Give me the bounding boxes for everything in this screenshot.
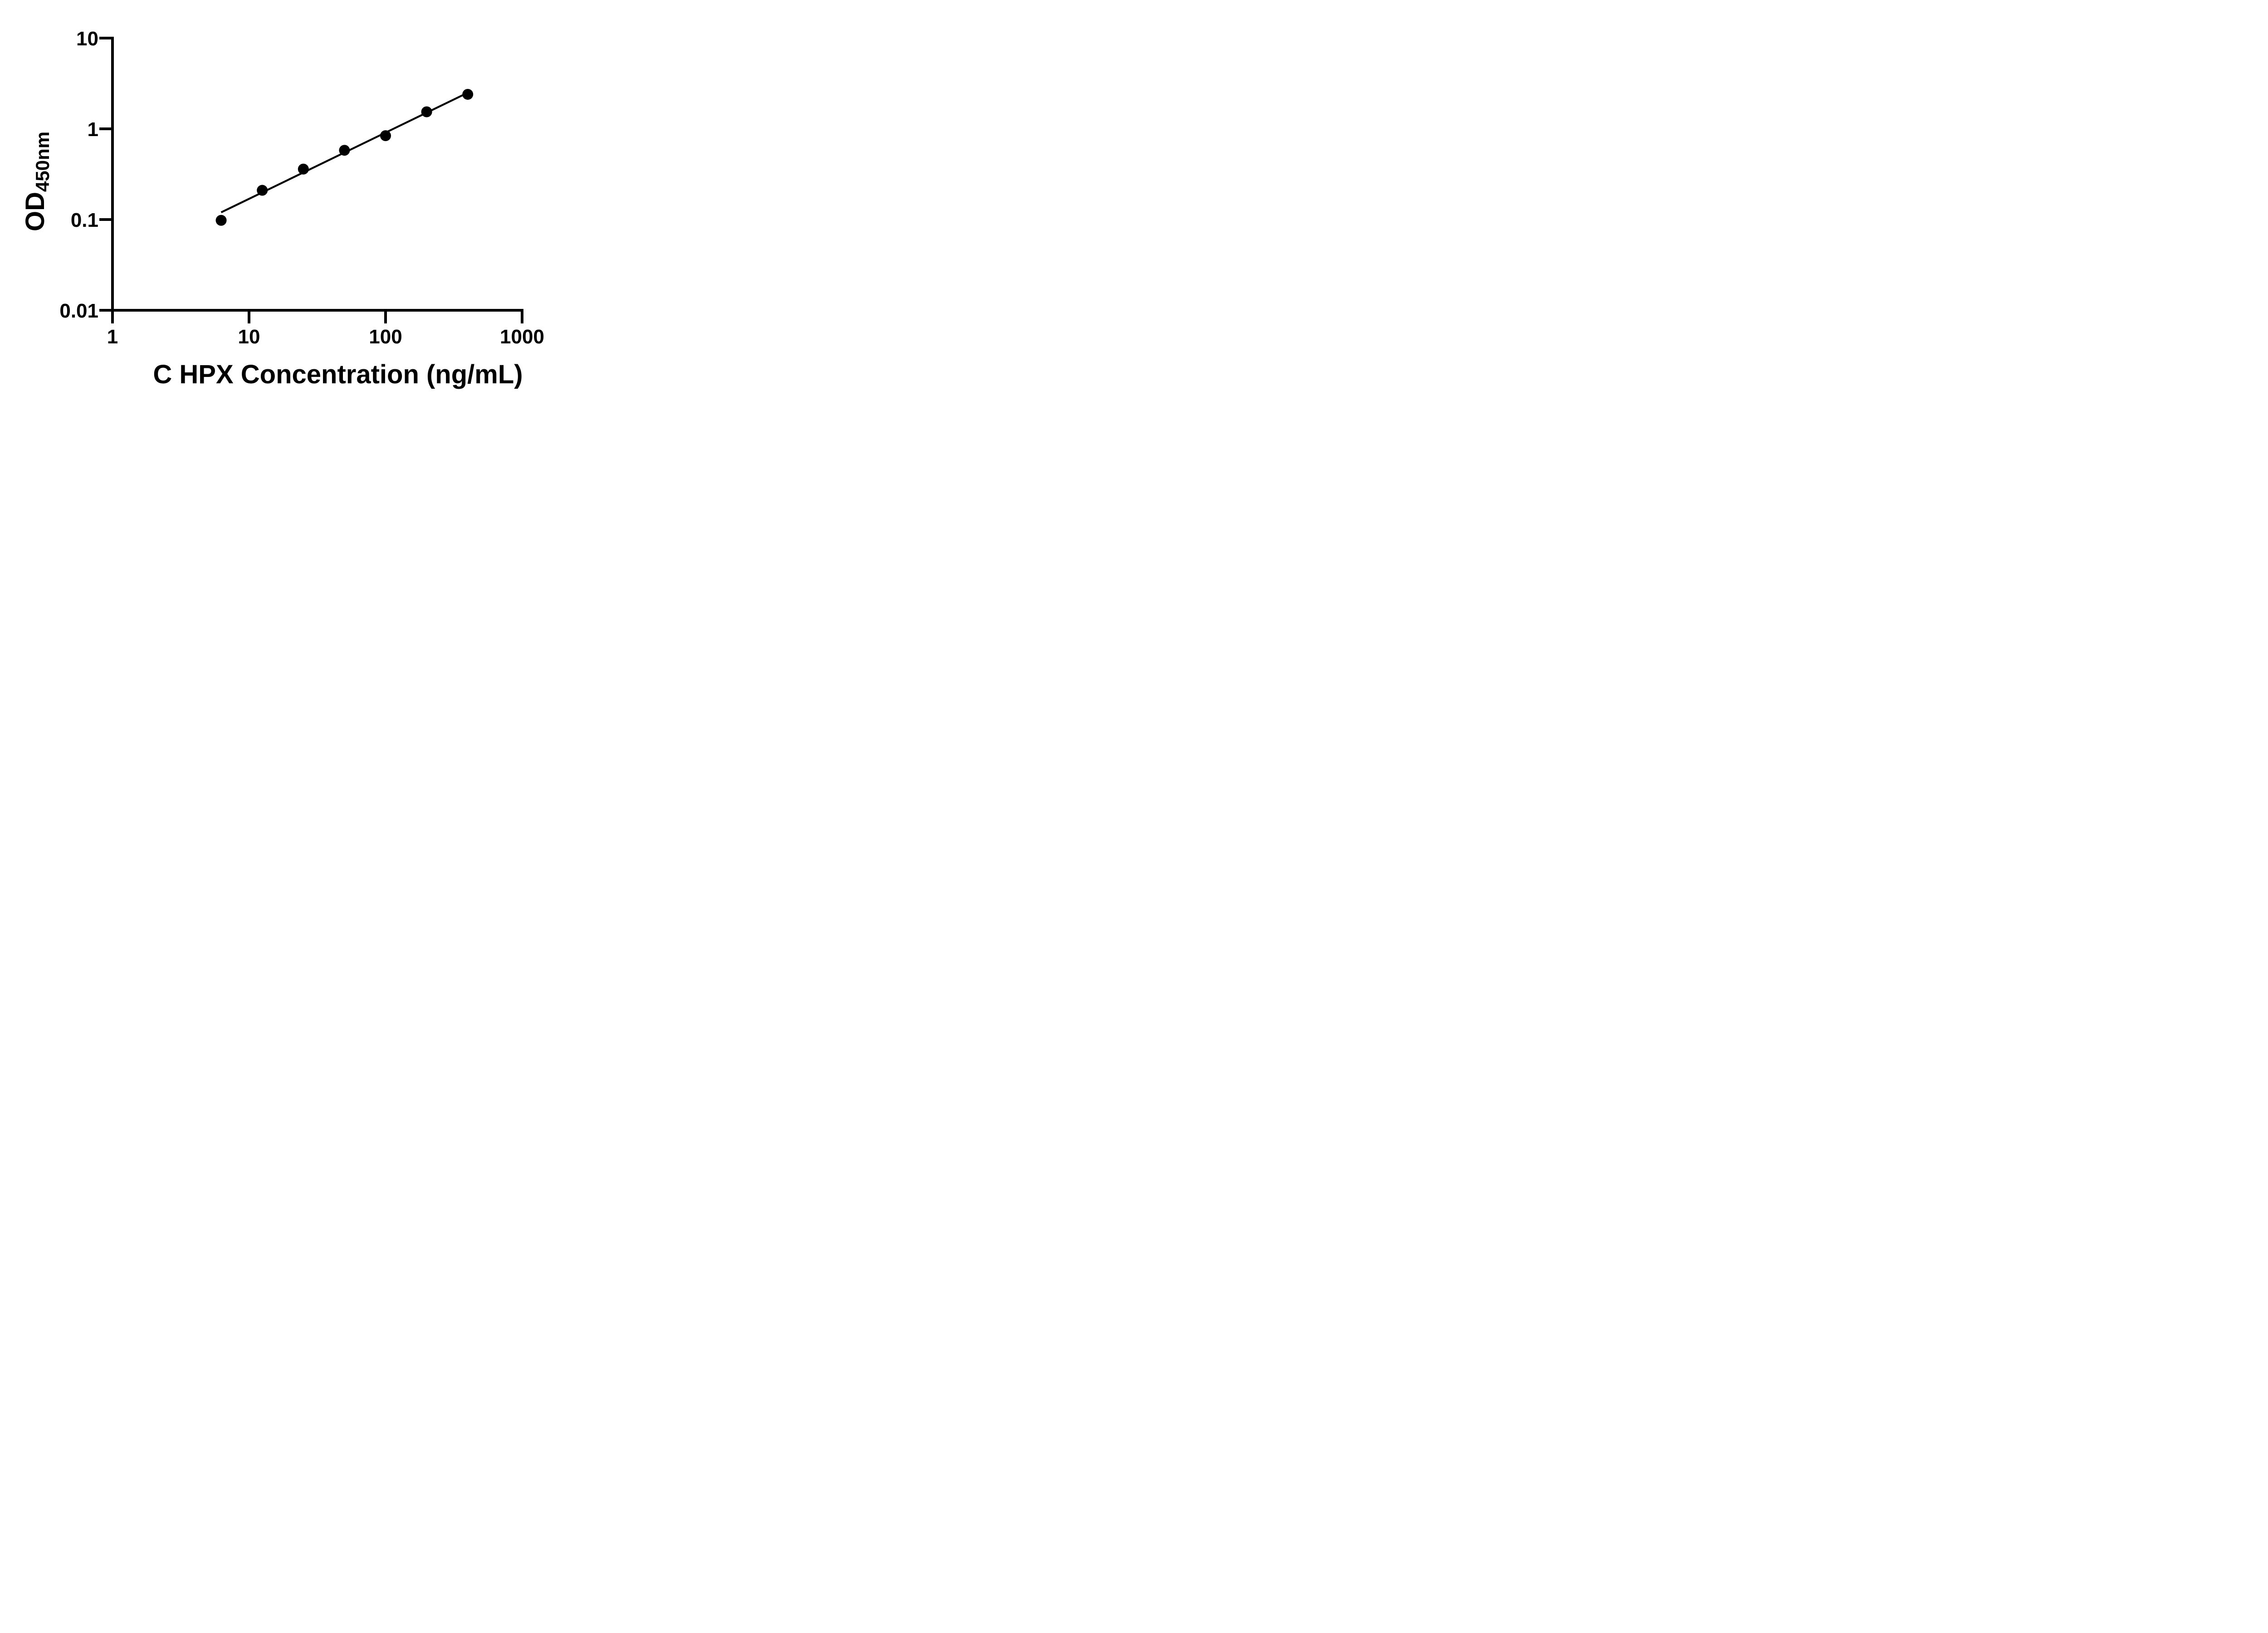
y-axis-title: OD450nm bbox=[20, 132, 53, 231]
y-tick-label: 0.1 bbox=[71, 209, 98, 231]
x-tick-label: 100 bbox=[369, 326, 402, 348]
y-axis-title-subscript: 450nm bbox=[32, 132, 53, 192]
data-point-marker bbox=[257, 185, 268, 196]
data-points bbox=[215, 88, 474, 226]
x-axis-title: C HPX Concentration (ng/mL) bbox=[153, 360, 523, 389]
x-tick-label: 10 bbox=[238, 326, 260, 348]
y-axis-title-main: OD bbox=[20, 192, 50, 231]
y-tick-label: 10 bbox=[76, 28, 98, 50]
x-tick-label: 1000 bbox=[500, 326, 544, 348]
chart-canvas: 10 1 0.1 0.01 1 10 100 1000 C HPX Concentration… bbox=[20, 28, 544, 389]
data-point-marker bbox=[298, 163, 309, 175]
y-tick-label: 0.01 bbox=[59, 300, 98, 322]
data-point-marker bbox=[215, 215, 227, 226]
axes: 10 1 0.1 0.01 1 10 100 1000 bbox=[59, 28, 544, 348]
data-point-marker bbox=[421, 106, 432, 117]
data-point-marker bbox=[462, 88, 474, 100]
elisa-standard-curve-figure: 10 1 0.1 0.01 1 10 100 1000 C HPX Concentration… bbox=[0, 0, 583, 408]
data-point-marker bbox=[339, 145, 350, 156]
y-tick-label: 1 bbox=[88, 118, 98, 141]
data-point-marker bbox=[380, 130, 391, 142]
x-tick-label: 1 bbox=[107, 326, 118, 348]
